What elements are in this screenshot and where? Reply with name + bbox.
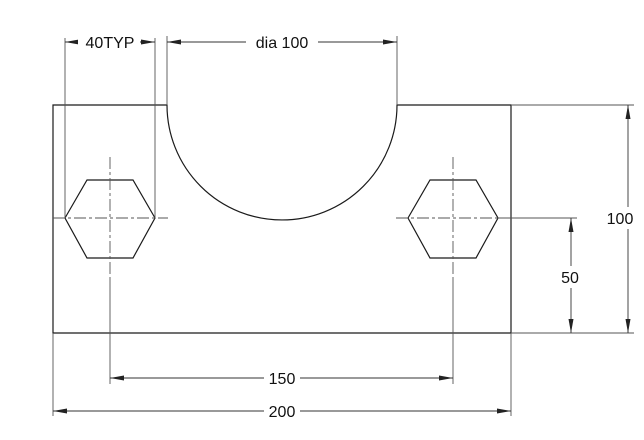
label-slot-diameter: dia 100 (256, 35, 309, 52)
dimension-slot-diameter: dia 100 (167, 32, 397, 52)
label-overall-height: 100 (607, 211, 634, 228)
label-hole-width: 40TYP (86, 35, 135, 52)
dimension-overall-width: 200 (53, 401, 511, 421)
label-hole-spacing: 150 (269, 371, 296, 388)
plate-outline (52, 104, 512, 334)
dimension-hole-spacing: 150 (110, 368, 453, 388)
dimension-overall-height: 100 (603, 105, 643, 333)
label-overall-width: 200 (269, 404, 296, 421)
dimension-hole-center-height: 50 (556, 218, 586, 333)
label-hole-center-height: 50 (561, 270, 579, 287)
dimension-hole-width: 40TYP (65, 32, 155, 52)
